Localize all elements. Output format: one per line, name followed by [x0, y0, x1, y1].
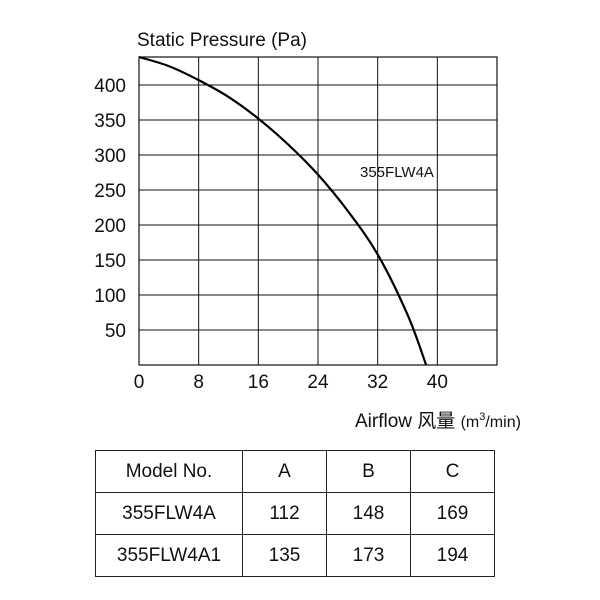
table-header-cell: C: [410, 450, 495, 493]
table-cell: 148: [326, 492, 411, 535]
table-header-cell: B: [326, 450, 411, 493]
table-cell: 112: [242, 492, 327, 535]
table-row: 355FLW4A 112 148 169: [95, 492, 495, 535]
y-tick-label: 400: [94, 76, 126, 97]
x-tick-label: 8: [193, 372, 204, 393]
table-cell: 173: [326, 534, 411, 577]
y-axis-label: Static Pressure (Pa): [137, 30, 307, 51]
x-tick-label: 24: [307, 372, 329, 393]
table-cell: 169: [410, 492, 495, 535]
model-spec-table: Model No. A B C 355FLW4A 112 148 169 355…: [95, 450, 495, 577]
series-label: 355FLW4A: [360, 164, 434, 181]
x-axis-label: Airflow 风量 (m3/min): [355, 411, 521, 432]
y-tick-label: 200: [94, 216, 126, 237]
y-tick-label: 350: [94, 111, 126, 132]
x-tick-label: 40: [427, 372, 448, 393]
table-cell: 355FLW4A: [95, 492, 243, 535]
chart-grid: [139, 57, 497, 365]
table-cell: 194: [410, 534, 495, 577]
table-cell: 135: [242, 534, 327, 577]
x-tick-label: 0: [134, 372, 145, 393]
y-tick-label: 150: [94, 251, 126, 272]
y-tick-label: 300: [94, 146, 126, 167]
y-tick-label: 100: [94, 286, 126, 307]
table-header-row: Model No. A B C: [95, 450, 495, 493]
table-header-cell: Model No.: [95, 450, 243, 493]
y-tick-labels: 50 100 150 200 250 300 350 400: [94, 76, 126, 342]
y-tick-label: 50: [105, 321, 126, 342]
x-tick-labels: 0 8 16 24 32 40: [134, 372, 448, 393]
x-tick-label: 16: [248, 372, 269, 393]
x-tick-label: 32: [367, 372, 388, 393]
table-row: 355FLW4A1 135 173 194: [95, 534, 495, 577]
table-header-cell: A: [242, 450, 327, 493]
series-line-355flw4a: [138, 55, 428, 366]
plot-frame: [138, 56, 498, 366]
table-cell: 355FLW4A1: [95, 534, 243, 577]
pressure-airflow-chart: 50 100 150 200 250 300 350 400 0 8 16 24 32 40 355FL…: [94, 30, 521, 432]
y-tick-label: 250: [94, 181, 126, 202]
